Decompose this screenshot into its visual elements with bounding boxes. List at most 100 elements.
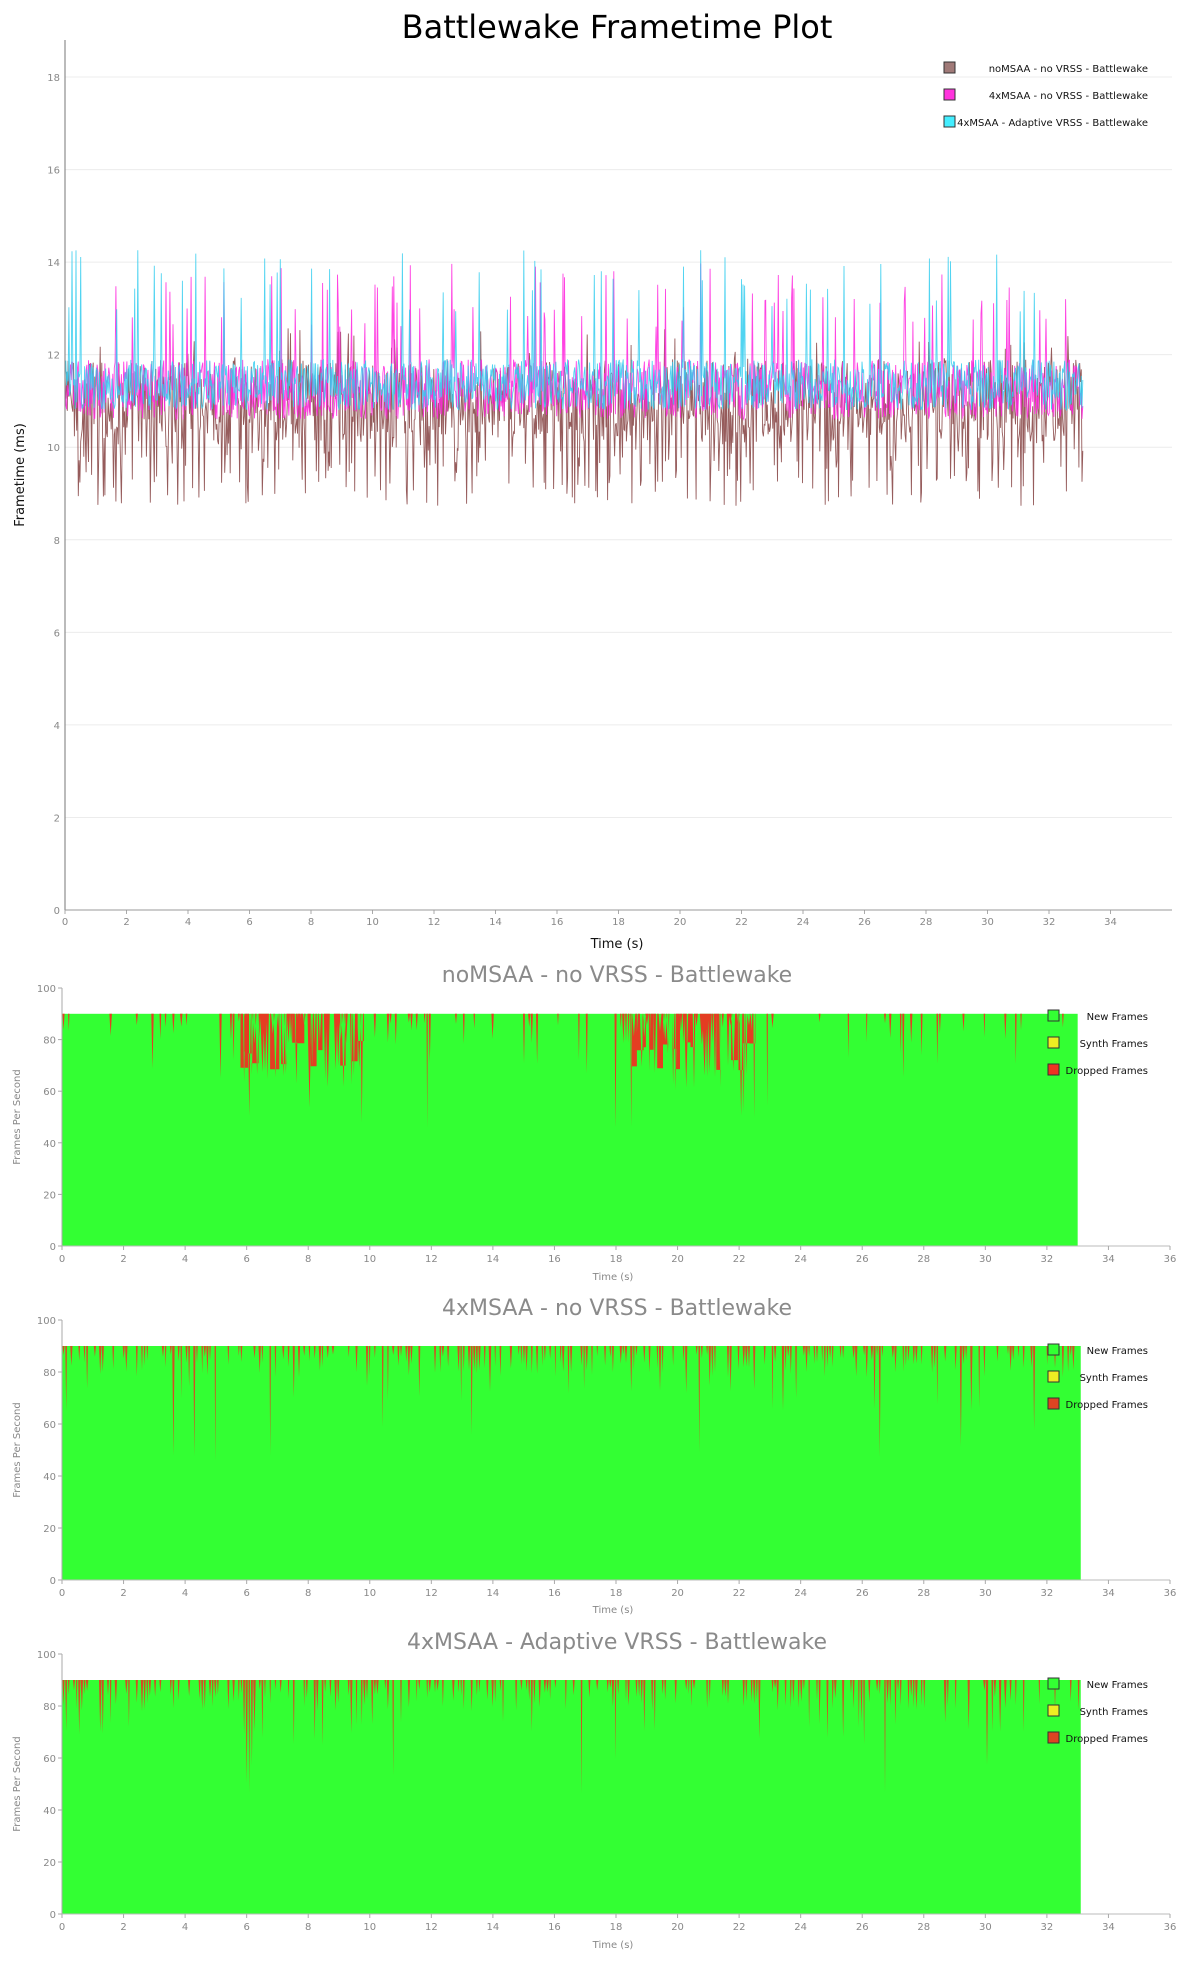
x-tick-label: 4 [182, 1922, 188, 1933]
x-tick-label: 0 [59, 1254, 65, 1265]
y-axis-label: Frames Per Second [12, 1402, 23, 1497]
x-tick-label: 8 [308, 917, 314, 928]
y-tick-label: 2 [54, 813, 60, 824]
legend-label: 4xMSAA - no VRSS - Battlewake [989, 91, 1148, 102]
x-tick-label: 30 [979, 1254, 992, 1265]
x-tick-label: 16 [551, 917, 564, 928]
fps-chart: noMSAA - no VRSS - Battlewake02040608010… [12, 963, 1176, 1283]
series-line [64, 250, 1084, 412]
legend-swatch [943, 61, 956, 74]
y-tick-label: 60 [43, 1420, 56, 1431]
legend-label: noMSAA - no VRSS - Battlewake [989, 64, 1148, 75]
y-tick-label: 0 [50, 1242, 56, 1253]
frametime-chart: Battlewake Frametime Plot024681012141618… [13, 8, 1172, 952]
x-tick-label: 28 [917, 1254, 930, 1265]
legend-swatch [1047, 1677, 1060, 1690]
legend-swatch [943, 88, 956, 101]
legend-label: Synth Frames [1080, 1707, 1148, 1718]
x-tick-label: 4 [182, 1254, 188, 1265]
x-tick-label: 30 [981, 917, 994, 928]
x-tick-label: 28 [917, 1588, 930, 1599]
x-tick-label: 24 [794, 1588, 807, 1599]
x-tick-label: 0 [62, 917, 68, 928]
legend-swatch [1047, 1731, 1060, 1744]
y-tick-label: 18 [47, 73, 60, 84]
new-frames-area [62, 1013, 1078, 1246]
x-tick-label: 16 [548, 1588, 561, 1599]
x-tick-label: 12 [425, 1922, 438, 1933]
x-tick-label: 28 [920, 917, 933, 928]
y-tick-label: 80 [43, 1036, 56, 1047]
x-tick-label: 4 [185, 917, 191, 928]
y-tick-label: 80 [43, 1368, 56, 1379]
fps-chart: 4xMSAA - no VRSS - Battlewake02040608010… [12, 1296, 1176, 1616]
y-tick-label: 0 [50, 1576, 56, 1587]
x-tick-label: 36 [1164, 1254, 1177, 1265]
y-tick-label: 4 [54, 721, 60, 732]
chart-title: Battlewake Frametime Plot [402, 8, 833, 46]
y-tick-label: 40 [43, 1472, 56, 1483]
x-tick-label: 32 [1041, 1922, 1054, 1933]
x-tick-label: 10 [363, 1588, 376, 1599]
y-tick-label: 8 [54, 536, 60, 547]
x-tick-label: 14 [487, 1254, 500, 1265]
x-tick-label: 8 [305, 1588, 311, 1599]
legend-swatch [1047, 1009, 1060, 1022]
x-tick-label: 34 [1104, 917, 1117, 928]
x-tick-label: 18 [610, 1254, 623, 1265]
y-tick-label: 10 [47, 443, 60, 454]
x-tick-label: 26 [856, 1254, 869, 1265]
series-line [64, 263, 1084, 422]
legend-label: New Frames [1087, 1680, 1148, 1691]
legend-swatch [1047, 1036, 1060, 1049]
x-tick-label: 18 [610, 1922, 623, 1933]
x-tick-label: 30 [979, 1588, 992, 1599]
chart-title: noMSAA - no VRSS - Battlewake [442, 963, 792, 988]
legend-label: Dropped Frames [1066, 1734, 1148, 1745]
y-tick-label: 100 [37, 1650, 56, 1661]
x-tick-label: 20 [671, 1254, 684, 1265]
x-tick-label: 12 [425, 1254, 438, 1265]
y-tick-label: 40 [43, 1806, 56, 1817]
fps-chart: 4xMSAA - Adaptive VRSS - Battlewake02040… [12, 1630, 1176, 1951]
legend-swatch [943, 115, 956, 128]
x-tick-label: 16 [548, 1254, 561, 1265]
y-tick-label: 0 [50, 1910, 56, 1921]
x-tick-label: 12 [428, 917, 441, 928]
dropped-frames-spikes [62, 1013, 1064, 1128]
x-tick-label: 28 [917, 1922, 930, 1933]
x-tick-label: 16 [548, 1922, 561, 1933]
x-tick-label: 2 [123, 917, 129, 928]
legend-label: New Frames [1087, 1012, 1148, 1023]
x-tick-label: 6 [243, 1588, 249, 1599]
x-tick-label: 36 [1164, 1588, 1177, 1599]
x-tick-label: 20 [671, 1922, 684, 1933]
x-tick-label: 22 [733, 1254, 746, 1265]
x-tick-label: 26 [856, 1922, 869, 1933]
legend-label: Dropped Frames [1066, 1066, 1148, 1077]
x-tick-label: 0 [59, 1922, 65, 1933]
legend-label: Synth Frames [1080, 1039, 1148, 1050]
x-axis-label: Time (s) [590, 937, 644, 952]
x-tick-label: 0 [59, 1588, 65, 1599]
x-tick-label: 2 [120, 1588, 126, 1599]
legend-swatch [1047, 1343, 1060, 1356]
y-tick-label: 40 [43, 1139, 56, 1150]
y-tick-label: 100 [37, 984, 56, 995]
x-tick-label: 24 [794, 1254, 807, 1265]
x-tick-label: 10 [366, 917, 379, 928]
x-tick-label: 34 [1102, 1588, 1115, 1599]
x-tick-label: 4 [182, 1588, 188, 1599]
x-tick-label: 36 [1164, 1922, 1177, 1933]
x-tick-label: 18 [610, 1588, 623, 1599]
x-tick-label: 32 [1043, 917, 1056, 928]
x-tick-label: 6 [243, 1254, 249, 1265]
x-tick-label: 24 [797, 917, 810, 928]
x-tick-label: 34 [1102, 1922, 1115, 1933]
legend-swatch [1047, 1063, 1060, 1076]
chart-title: 4xMSAA - Adaptive VRSS - Battlewake [407, 1630, 827, 1655]
x-tick-label: 12 [425, 1588, 438, 1599]
x-tick-label: 6 [246, 917, 252, 928]
